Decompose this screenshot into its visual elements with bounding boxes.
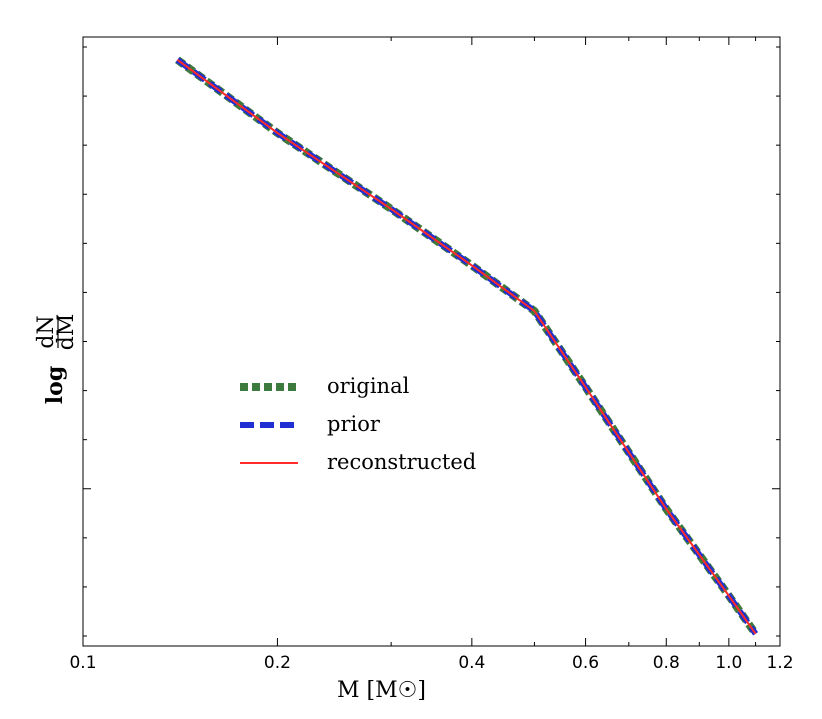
- series-layer: [175, 56, 759, 637]
- x-tick-label: 0.6: [572, 653, 599, 673]
- legend-label-reconstructed: reconstructed: [327, 450, 476, 474]
- legend-label-prior: prior: [327, 412, 381, 436]
- x-axis-title: M [M☉]: [337, 678, 426, 703]
- plot-frame: [82, 36, 781, 647]
- y-axis-title-denominator: dM: [54, 314, 79, 351]
- x-tick-label: 0.2: [264, 653, 291, 673]
- axes-layer: 0.1 0.2 0.4 0.6 0.8 1.0 1.2: [69, 37, 794, 673]
- x-tick-label: 1.2: [766, 653, 793, 673]
- legend: original prior reconstructed: [240, 374, 476, 474]
- y-axis-title-numerator: dN: [34, 315, 59, 348]
- x-tick-label: 0.1: [69, 653, 96, 673]
- legend-label-original: original: [327, 374, 410, 398]
- x-tick-label: 0.8: [653, 653, 680, 673]
- y-axis-title-prefix: log: [42, 366, 68, 404]
- x-tick-label: 0.4: [458, 653, 485, 673]
- series-line-reconstructed: [176, 58, 757, 635]
- plot-area: [82, 36, 781, 647]
- x-tick-label: 1.0: [715, 653, 742, 673]
